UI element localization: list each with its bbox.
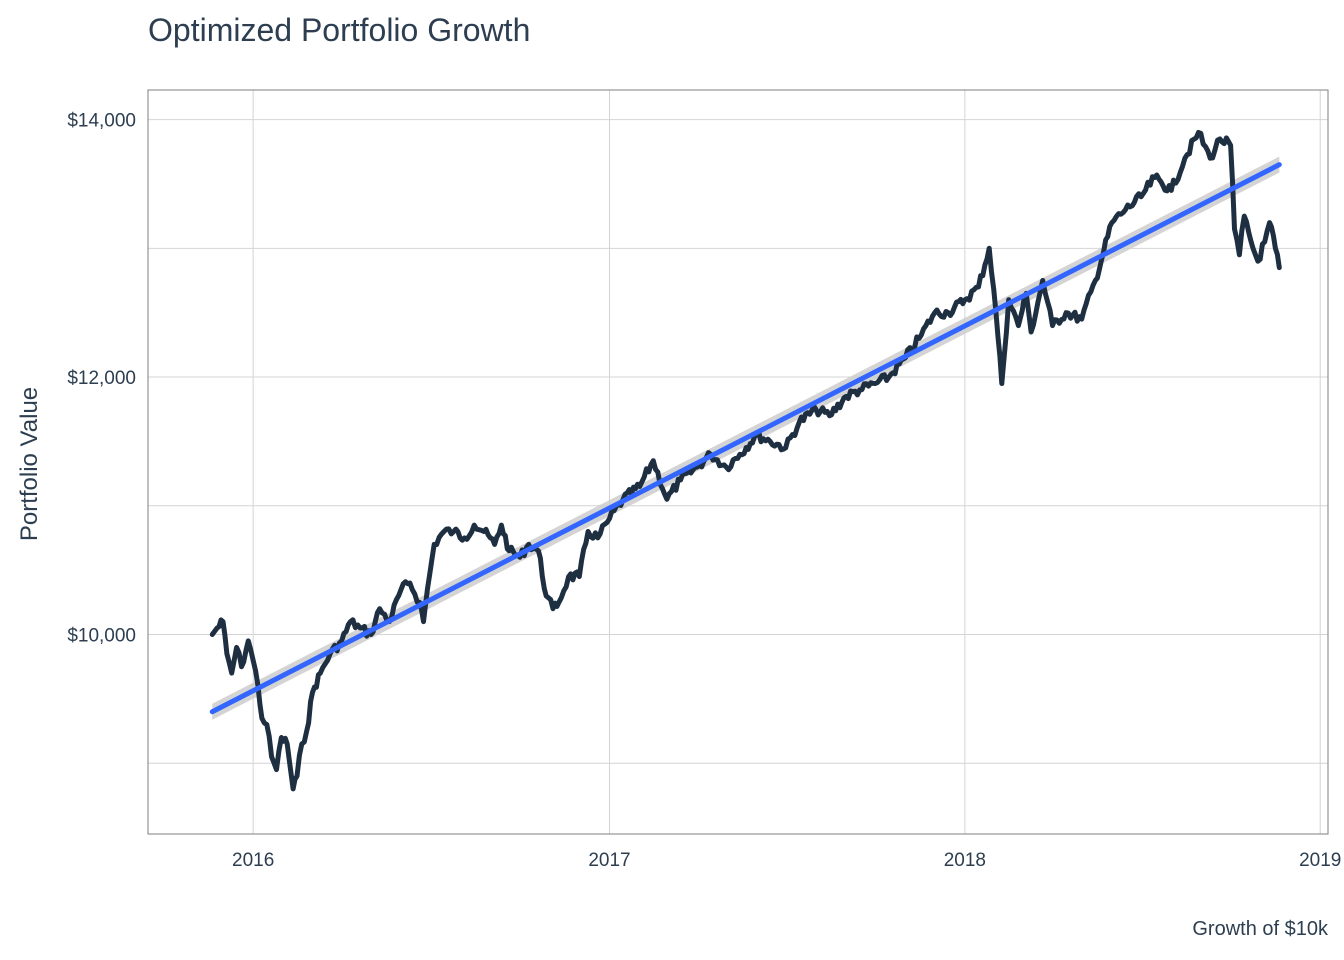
y-tick-label: $10,000	[67, 625, 136, 646]
y-tick-label: $12,000	[67, 368, 136, 389]
grid-lines	[148, 90, 1328, 834]
trend-line	[209, 162, 1282, 715]
x-tick-label: 2017	[588, 850, 630, 871]
x-tick-label: 2016	[232, 850, 274, 871]
chart-caption: Growth of $10k	[1192, 918, 1328, 940]
x-tick-label: 2019	[1299, 850, 1341, 871]
chart-title: Optimized Portfolio Growth	[148, 12, 531, 48]
x-tick-label: 2018	[944, 850, 986, 871]
x-tick-labels: 2016 2017 2018 2019	[232, 850, 1341, 871]
y-tick-label: $14,000	[67, 111, 136, 132]
y-tick-labels: $10,000 $12,000 $14,000	[67, 111, 136, 647]
series-layer	[209, 130, 1282, 792]
panel-border	[147, 89, 1329, 835]
portfolio-value-line	[209, 130, 1282, 792]
